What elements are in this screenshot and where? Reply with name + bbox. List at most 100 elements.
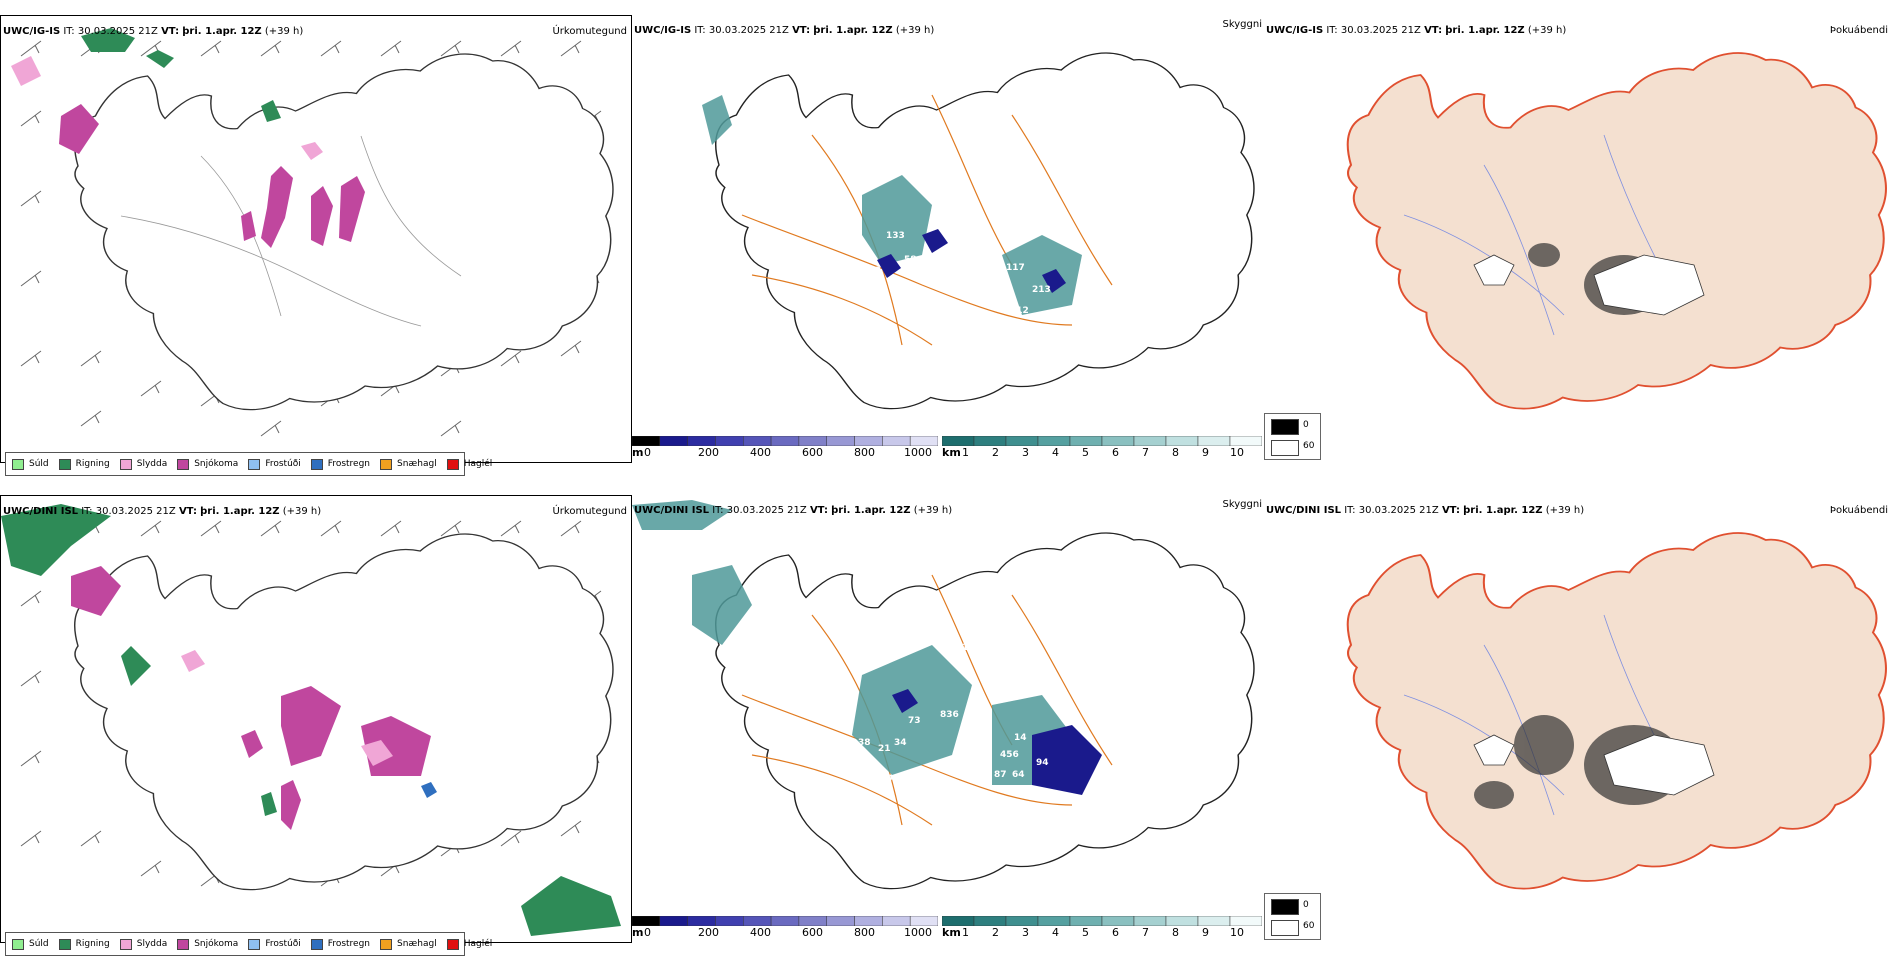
lead-time: (+39 h) bbox=[264, 26, 304, 37]
model-name: UWC/IG-IS bbox=[1266, 25, 1324, 36]
colorbar-cell bbox=[882, 436, 911, 446]
init-time: IT: 30.03.2025 21Z bbox=[712, 505, 807, 516]
colorbar-cell bbox=[798, 916, 827, 926]
ceiling-label: 312 bbox=[1010, 306, 1029, 316]
ceiling-label: 456 bbox=[1000, 750, 1019, 760]
ceiling-label: 836 bbox=[940, 710, 959, 720]
ceiling-labels: 127 168 73 836 38 21 34 14 456 94 87 64 … bbox=[760, 548, 1129, 873]
valid-time: þri. 1.apr. 12Z bbox=[182, 26, 262, 37]
visibility-tick: 6 bbox=[1112, 926, 1119, 939]
visibility-panel-top: 199 115 133 58 92 322 108 89 152 117 213… bbox=[632, 15, 1264, 463]
valid-label: VT: bbox=[178, 506, 197, 517]
visibility-tick: 2 bbox=[992, 926, 999, 939]
colorbar-cell bbox=[659, 916, 688, 926]
ceiling-tick: 400 bbox=[750, 926, 771, 939]
colorbar-cell bbox=[826, 916, 855, 926]
ceiling-label: 92 bbox=[932, 256, 945, 266]
ceiling-colorbar-top: m 0 200 400 600 800 1000 bbox=[632, 436, 938, 466]
model-name: UWC/IG-IS bbox=[634, 25, 692, 36]
init-time: IT: 30.03.2025 21Z bbox=[63, 26, 158, 37]
panel-name: Skyggni bbox=[1222, 19, 1262, 30]
legend-item: Frostúði bbox=[248, 458, 301, 470]
valid-label: VT: bbox=[809, 505, 828, 516]
ceiling-label: 38 bbox=[858, 738, 871, 748]
ceiling-label: 133 bbox=[886, 231, 905, 241]
fog-legend-bottom: 0 60 bbox=[1264, 893, 1321, 940]
ceiling-label: 64 bbox=[1012, 770, 1025, 780]
panel-title: UWC/DINI ISL IT: 30.03.2025 21Z VT: þri.… bbox=[1266, 505, 1584, 516]
colorbar-cell bbox=[882, 916, 911, 926]
ceiling-label: 152 bbox=[918, 268, 937, 278]
visibility-tick: 1 bbox=[962, 446, 969, 459]
colorbar-cell bbox=[1133, 436, 1167, 446]
legend-item: Frostregn bbox=[310, 458, 370, 470]
valid-time: þri. 1.apr. 12Z bbox=[200, 506, 280, 517]
legend-label: Haglél bbox=[463, 939, 493, 949]
legend-swatch bbox=[119, 458, 132, 470]
model-name: UWC/DINI ISL bbox=[634, 505, 710, 516]
fog-panel-bottom: UWC/DINI ISL IT: 30.03.2025 21Z VT: þri.… bbox=[1264, 495, 1900, 943]
ceiling-label: 108 bbox=[862, 266, 881, 276]
lead-time: (+39 h) bbox=[282, 506, 322, 517]
fog-swatch bbox=[1271, 899, 1299, 915]
legend-swatch bbox=[177, 458, 190, 470]
lead-time: (+39 h) bbox=[1527, 25, 1567, 36]
visibility-tick: 2 bbox=[992, 446, 999, 459]
legend-label: Frostúði bbox=[265, 939, 301, 949]
colorbar-cell bbox=[798, 436, 827, 446]
legend-swatch bbox=[58, 938, 71, 950]
legend-swatch bbox=[446, 938, 459, 950]
legend-label: Snjókoma bbox=[194, 939, 239, 949]
snow-areas bbox=[59, 104, 365, 248]
legend-item: Slydda bbox=[119, 938, 167, 950]
colorbar-cell bbox=[1165, 436, 1199, 446]
legend-item: Snjókoma bbox=[177, 458, 238, 470]
colorbar-cell bbox=[1133, 916, 1167, 926]
visibility-tick: 8 bbox=[1172, 926, 1179, 939]
glaciers bbox=[1473, 254, 1705, 316]
ceiling-tick: 1000 bbox=[904, 446, 932, 459]
visibility-tick: 9 bbox=[1202, 926, 1209, 939]
ceiling-label: 322 bbox=[954, 240, 973, 250]
legend-swatch bbox=[380, 938, 393, 950]
rain-areas bbox=[81, 28, 281, 122]
legend-swatch bbox=[12, 938, 24, 950]
ceiling-tick: 0 bbox=[644, 446, 651, 459]
colorbar-cell bbox=[854, 436, 883, 446]
valid-label: VT: bbox=[161, 26, 180, 37]
ceiling-label: 115 bbox=[947, 186, 966, 196]
ceiling-label: 145 bbox=[1110, 738, 1129, 748]
colorbar-cell bbox=[942, 436, 975, 446]
init-time: IT: 30.03.2025 21Z bbox=[1326, 25, 1421, 36]
colorbar-cell bbox=[1069, 436, 1103, 446]
fog-swatch bbox=[1271, 419, 1299, 435]
ceiling-tick: 600 bbox=[802, 446, 823, 459]
legend-swatch bbox=[446, 458, 459, 470]
ceiling-tick: 600 bbox=[802, 926, 823, 939]
valid-label: VT: bbox=[792, 25, 811, 36]
visibility-panel-bottom: 127 168 73 836 38 21 34 14 456 94 87 64 … bbox=[632, 495, 1264, 943]
fog-legend-label: 0 bbox=[1303, 420, 1309, 430]
ceiling-colorbar-strip bbox=[632, 916, 938, 926]
precip-map-top bbox=[11, 28, 614, 437]
fog-legend-top: 0 60 bbox=[1264, 413, 1321, 460]
visibility-tick: 10 bbox=[1230, 446, 1244, 459]
fog-map-bottom bbox=[1346, 532, 1887, 890]
fog-panel-top: UWC/IG-IS IT: 30.03.2025 21Z VT: þri. 1.… bbox=[1264, 15, 1900, 463]
ceiling-tick: 800 bbox=[854, 446, 875, 459]
colorbar-cell bbox=[632, 916, 661, 926]
legend-label: Rigning bbox=[75, 939, 110, 949]
legend-label: Súld bbox=[29, 459, 49, 469]
legend-swatch bbox=[310, 938, 323, 950]
fog-map-top bbox=[1346, 52, 1887, 410]
visibility-tick: 4 bbox=[1052, 926, 1059, 939]
visibility-map-bottom: 127 168 73 836 38 21 34 14 456 94 87 64 … bbox=[632, 500, 1255, 890]
ceiling-colorbar-strip bbox=[632, 436, 938, 446]
sleet-areas bbox=[11, 56, 323, 160]
colorbar-cell bbox=[854, 916, 883, 926]
legend-swatch bbox=[248, 938, 261, 950]
colorbar-cell bbox=[770, 916, 800, 926]
visibility-tick: 3 bbox=[1022, 926, 1029, 939]
low-ceiling-areas bbox=[892, 689, 1102, 795]
model-name: UWC/DINI ISL bbox=[1266, 505, 1342, 516]
